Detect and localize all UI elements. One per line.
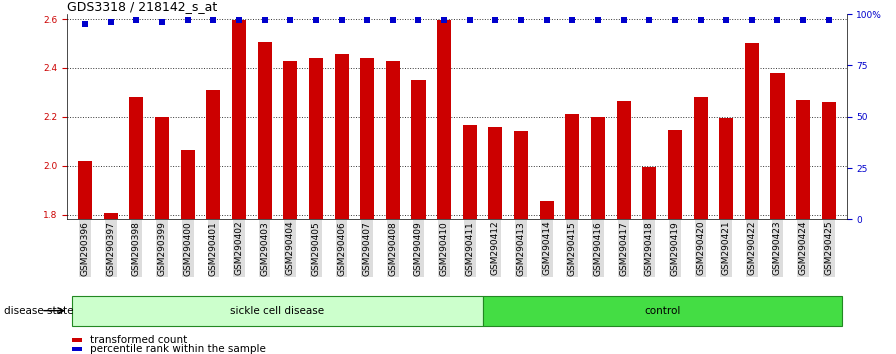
Point (616, 17, 631, 23)
Bar (283, 61, 297, 354)
Point (565, 17, 580, 23)
Bar (206, 90, 220, 354)
Bar (488, 127, 503, 354)
Text: transformed count: transformed count (90, 335, 187, 345)
Point (155, 19, 169, 25)
Point (514, 17, 529, 23)
Point (462, 17, 477, 23)
Text: sickle cell disease: sickle cell disease (230, 306, 324, 316)
Point (796, 17, 810, 23)
Bar (155, 117, 169, 354)
Text: percentile rank within the sample: percentile rank within the sample (90, 344, 265, 354)
Text: GDS3318 / 218142_s_at: GDS3318 / 218142_s_at (67, 0, 218, 13)
Bar (309, 58, 323, 354)
Bar (462, 125, 477, 354)
Point (642, 17, 657, 23)
Text: control: control (644, 306, 680, 316)
Point (719, 17, 733, 23)
Bar (386, 61, 400, 354)
Bar (642, 167, 657, 354)
Point (668, 17, 682, 23)
Bar (181, 150, 194, 354)
Point (104, 19, 118, 25)
Point (411, 17, 426, 23)
Point (232, 17, 246, 23)
Bar (104, 213, 118, 354)
Point (385, 17, 400, 23)
Point (694, 17, 708, 23)
Bar (745, 44, 759, 354)
Bar (257, 42, 271, 354)
Text: disease state: disease state (4, 306, 74, 316)
Bar (437, 20, 452, 354)
Bar (694, 97, 708, 354)
Bar (360, 58, 375, 354)
Bar (616, 101, 631, 354)
Bar (232, 20, 246, 354)
Point (360, 17, 375, 23)
Bar (591, 117, 605, 354)
Point (488, 17, 503, 23)
Bar (539, 201, 554, 354)
Bar (78, 161, 92, 354)
Bar (719, 118, 733, 354)
Point (539, 17, 554, 23)
Bar (411, 80, 426, 354)
Bar (334, 55, 349, 354)
Bar (796, 100, 810, 354)
Bar (771, 73, 785, 354)
Point (129, 17, 143, 23)
Bar (514, 131, 528, 354)
Point (309, 17, 323, 23)
Point (745, 17, 759, 23)
Bar (668, 130, 682, 354)
Point (822, 17, 836, 23)
Point (437, 17, 452, 23)
Point (590, 17, 605, 23)
Point (181, 17, 195, 23)
Point (206, 17, 220, 23)
Bar (129, 97, 143, 354)
Point (283, 17, 297, 23)
Bar (822, 102, 836, 354)
Bar (565, 114, 580, 354)
Point (257, 17, 271, 23)
Point (771, 17, 785, 23)
Point (334, 17, 349, 23)
Point (78, 22, 92, 27)
